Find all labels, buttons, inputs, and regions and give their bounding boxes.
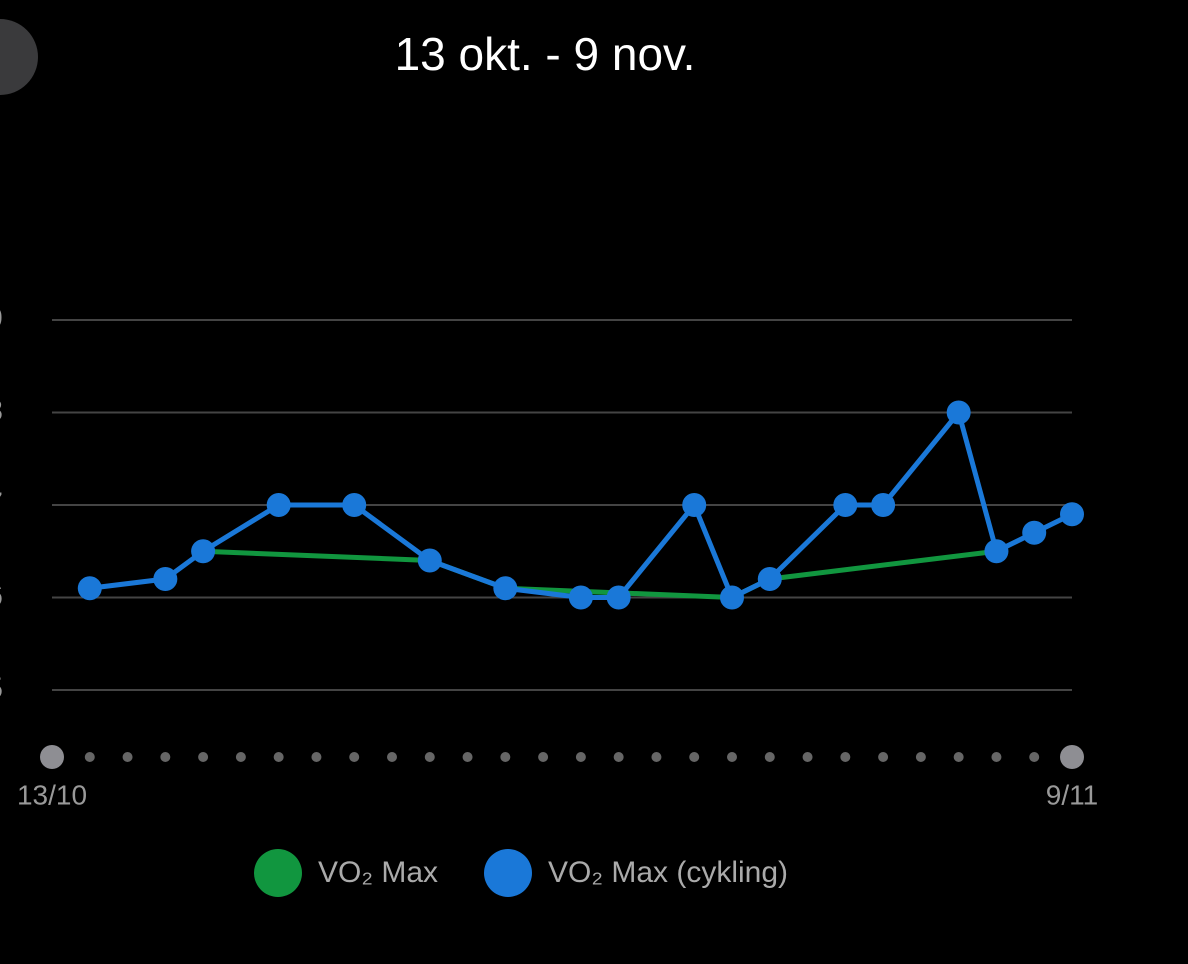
y-tick-label: 46 [0,579,3,612]
y-tick-label: 48 [0,394,3,427]
series-line [89,410,1074,600]
x-axis-dot [802,752,813,762]
data-point [342,493,367,517]
x-axis-dot [953,752,964,762]
x-axis-dot [1029,752,1040,762]
data-point [682,493,707,517]
x-axis-dot [84,752,95,762]
data-point [606,585,631,610]
x-axis-dot [1060,745,1084,769]
x-tick-label: 9/11 [1046,779,1098,810]
x-axis-dot [122,752,133,762]
x-axis-dot [689,752,700,762]
y-tick-label: 47 [0,487,3,520]
x-axis-dot [575,752,586,762]
x-axis-dot [651,752,662,762]
data-point [153,567,178,591]
x-axis-dot [235,752,246,762]
data-point [1022,520,1047,545]
back-button[interactable] [0,19,38,95]
x-axis-dot [991,752,1002,762]
data-point [833,493,858,517]
x-tick-label: 13/10 [17,779,87,810]
x-axis-dot [915,752,926,762]
x-axis-dot [613,752,624,762]
data-point [266,493,291,517]
legend-label: VO₂ Max (cykling) [548,856,788,889]
y-tick-label: 49 [0,302,3,335]
x-axis-dot [198,752,209,762]
x-axis-dot [727,752,737,762]
data-point [871,493,896,517]
x-axis-dot [840,752,851,762]
legend-swatch [484,849,532,897]
x-axis-dot [764,752,775,762]
x-axis-dot [538,752,549,762]
x-axis-dot [160,752,171,762]
data-point [568,585,593,610]
data-point [417,548,442,573]
x-axis-dot [424,752,435,762]
data-point [946,400,971,425]
data-point [757,567,782,591]
data-point [720,585,744,610]
y-tick-label: 45 [0,672,3,705]
data-point [984,539,1009,564]
chart-title: 13 okt. - 9 nov. [395,28,696,80]
x-axis-dot [878,752,889,762]
data-point [77,576,102,601]
data-point [191,539,216,564]
legend-swatch [254,849,302,897]
legend-label: VO₂ Max [318,856,438,889]
x-axis-dot [273,752,284,762]
x-axis-dot [387,752,397,762]
x-axis-dot [462,752,473,762]
x-axis-dot [40,745,64,769]
data-point [1060,502,1084,527]
x-axis-dot [500,752,511,762]
data-point [493,576,518,601]
x-axis-dot [311,752,322,762]
x-axis-dot [349,752,360,762]
